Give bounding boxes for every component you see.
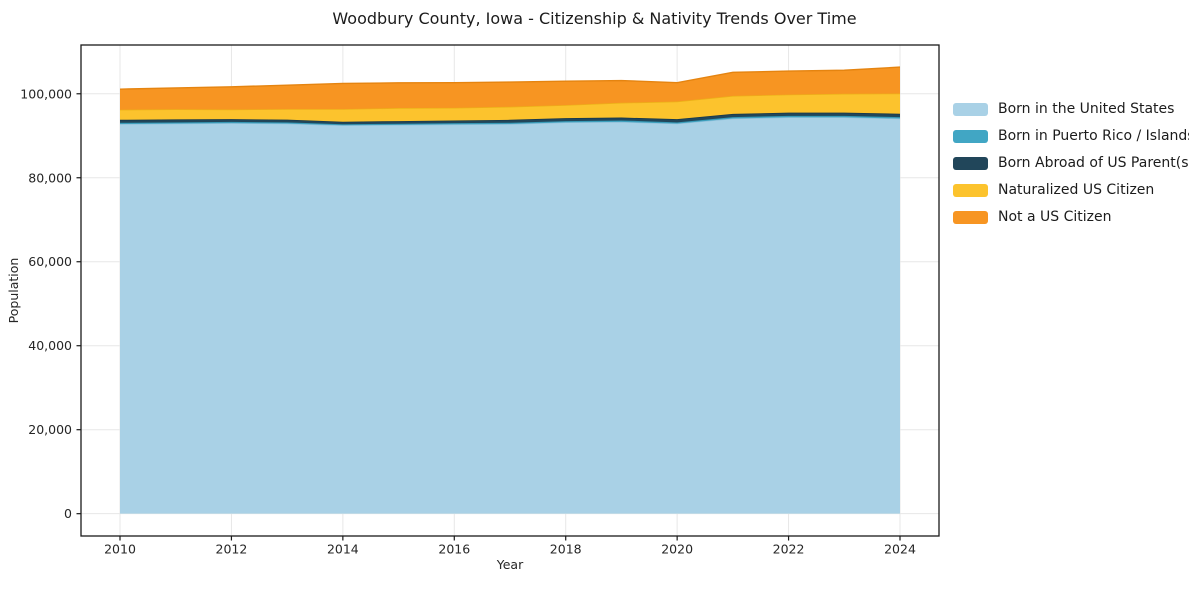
legend-swatch-born-abroad xyxy=(953,156,988,170)
y-tick-label: 100,000 xyxy=(20,86,72,101)
y-tick-label: 40,000 xyxy=(28,338,72,353)
legend-label-born-abroad: Born Abroad of US Parent(s) xyxy=(998,155,1189,171)
legend-swatch-not-citizen xyxy=(953,210,988,224)
legend-item-born-abroad: Born Abroad of US Parent(s) xyxy=(953,156,1189,170)
x-tick-label: 2014 xyxy=(327,542,359,557)
x-tick-label: 2010 xyxy=(104,542,136,557)
legend-item-not-citizen: Not a US Citizen xyxy=(953,210,1189,224)
x-tick-label: 2018 xyxy=(550,542,582,557)
legend-item-naturalized: Naturalized US Citizen xyxy=(953,183,1189,197)
legend-item-born-pr-islands: Born in Puerto Rico / Islands xyxy=(953,129,1189,143)
legend-label-naturalized: Naturalized US Citizen xyxy=(998,182,1155,198)
area-layer-3 xyxy=(120,93,900,122)
x-tick-label: 2012 xyxy=(216,542,248,557)
x-tick-label: 2022 xyxy=(773,542,805,557)
area-edge-4 xyxy=(119,66,901,90)
y-axis-label: Population xyxy=(6,258,21,324)
x-axis-label: Year xyxy=(496,557,524,572)
x-tick-label: 2024 xyxy=(884,542,916,557)
legend-item-born-us: Born in the United States xyxy=(953,102,1189,116)
x-tick-label: 2020 xyxy=(661,542,693,557)
legend-label-born-pr-islands: Born in Puerto Rico / Islands xyxy=(998,128,1189,144)
y-tick-label: 20,000 xyxy=(28,422,72,437)
legend-label-not-citizen: Not a US Citizen xyxy=(998,209,1112,225)
legend-label-born-us: Born in the United States xyxy=(998,101,1175,117)
plot-frame xyxy=(80,44,940,537)
x-tick-label: 2016 xyxy=(438,542,470,557)
legend-swatch-born-us xyxy=(953,102,988,116)
y-tick-label: 60,000 xyxy=(28,254,72,269)
area-layer-0 xyxy=(120,117,900,514)
legend-swatch-born-pr-islands xyxy=(953,129,988,143)
y-tick-label: 80,000 xyxy=(28,170,72,185)
chart-title: Woodbury County, Iowa - Citizenship & Na… xyxy=(332,9,857,28)
legend-swatch-naturalized xyxy=(953,183,988,197)
y-tick-label: 0 xyxy=(64,506,72,521)
legend: Born in the United States Born in Puerto… xyxy=(953,102,1189,237)
